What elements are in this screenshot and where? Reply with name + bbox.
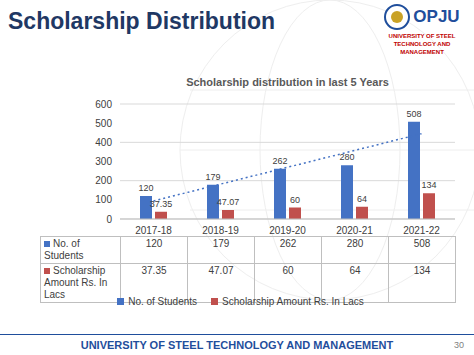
svg-text:2020-21: 2020-21: [336, 225, 373, 236]
svg-text:179: 179: [205, 172, 220, 182]
svg-text:2018-19: 2018-19: [202, 225, 239, 236]
html-text:UNIVERSITY OF STEEL TECHNOLOGY: UNIVERSITY OF STEEL TECHNOLOGY AND MANAG…: [388, 33, 456, 55]
html-text:60: 60: [282, 265, 294, 276]
svg-text:600: 600: [95, 99, 112, 110]
html-text:OPJU: OPJU: [413, 7, 460, 26]
html-text:508: 508: [413, 238, 431, 249]
html-text:64: 64: [349, 265, 361, 276]
html-text:134: 134: [413, 265, 431, 276]
svg-text:500: 500: [95, 118, 112, 129]
html-text:30: 30: [454, 340, 464, 350]
svg-text:280: 280: [339, 152, 354, 162]
html-text:120: 120: [145, 238, 163, 249]
svg-text:100: 100: [95, 194, 112, 205]
svg-text:37.35: 37.35: [150, 199, 173, 209]
html-text:47.07: 47.07: [208, 265, 234, 276]
svg-text:60: 60: [290, 195, 300, 205]
svg-text:262: 262: [272, 156, 287, 166]
html-text:37.35: 37.35: [141, 265, 167, 276]
html-text:No. of Students: No. of Students: [128, 296, 198, 307]
html-text:179: 179: [212, 238, 230, 249]
svg-text:2019-20: 2019-20: [269, 225, 306, 236]
html-text:Scholarship distribution in la: Scholarship distribution in last 5 Years: [186, 76, 389, 88]
html-text:Scholarship Amount Rs. In Lacs: Scholarship Amount Rs. In Lacs: [44, 265, 108, 300]
html-text:UNIVERSITY OF STEEL TECHNOLOGY: UNIVERSITY OF STEEL TECHNOLOGY AND MANAG…: [80, 339, 394, 351]
html-text:Scholarship Distribution: Scholarship Distribution: [8, 8, 276, 34]
svg-text:400: 400: [95, 137, 112, 148]
svg-text:300: 300: [95, 156, 112, 167]
svg-text:64: 64: [357, 194, 367, 204]
html-text:Scholarship Amount Rs. In Lacs: Scholarship Amount Rs. In Lacs: [222, 296, 364, 307]
html-text:280: 280: [346, 238, 364, 249]
html-text:262: 262: [279, 238, 297, 249]
svg-text:134: 134: [421, 180, 436, 190]
svg-text:200: 200: [95, 175, 112, 186]
svg-text:0: 0: [106, 214, 112, 225]
svg-text:120: 120: [138, 183, 153, 193]
html-text:No. of Students: No. of Students: [44, 238, 84, 261]
svg-text:47.07: 47.07: [217, 197, 240, 207]
svg-text:2017-18: 2017-18: [135, 225, 172, 236]
svg-text:508: 508: [406, 109, 421, 119]
svg-text:2021-22: 2021-22: [403, 225, 440, 236]
